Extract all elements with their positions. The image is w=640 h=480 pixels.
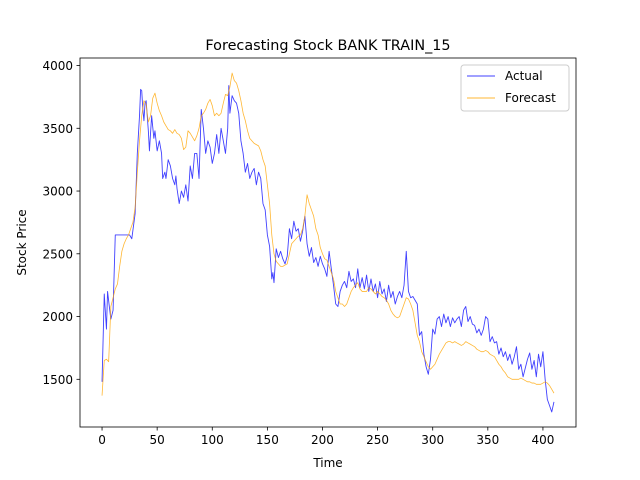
legend-label-actual: Actual <box>505 69 543 83</box>
x-tick-label: 350 <box>476 433 499 447</box>
plot-frame <box>79 57 577 428</box>
y-tick-label: 2500 <box>42 247 73 261</box>
y-tick-label: 1500 <box>42 373 73 387</box>
x-tick-label: 300 <box>421 433 444 447</box>
legend: Actual Forecast <box>460 64 570 112</box>
x-axis: 0 50 100 150 200 250 300 350 400 <box>98 427 554 447</box>
y-axis: 1500 2000 2500 3000 3500 4000 <box>42 59 80 387</box>
y-tick-label: 4000 <box>42 59 73 73</box>
x-tick-label: 150 <box>256 433 279 447</box>
chart-title: Forecasting Stock BANK TRAIN_15 <box>205 38 450 54</box>
series-line-actual <box>101 85 555 413</box>
x-tick-label: 50 <box>150 433 165 447</box>
x-tick-label: 0 <box>98 433 106 447</box>
y-tick-label: 3000 <box>42 185 73 199</box>
x-axis-title: Time <box>312 456 342 470</box>
plot-area: 0 50 100 150 200 250 300 350 400 1500 2000 2500 300… <box>42 57 577 447</box>
x-tick-label: 200 <box>311 433 334 447</box>
series-line-forecast <box>101 72 555 396</box>
series-layer <box>101 72 555 413</box>
y-axis-title: Stock Price <box>15 209 29 275</box>
x-tick-label: 100 <box>201 433 224 447</box>
x-tick-label: 250 <box>366 433 389 447</box>
x-tick-label: 400 <box>531 433 554 447</box>
y-tick-label: 2000 <box>42 310 73 324</box>
legend-label-forecast: Forecast <box>505 91 556 105</box>
y-tick-label: 3500 <box>42 122 73 136</box>
